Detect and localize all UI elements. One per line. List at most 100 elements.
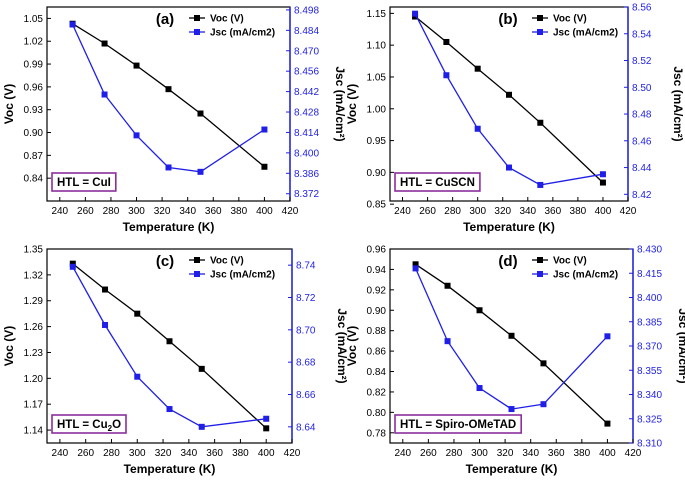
y-right-tick-label: 8.456 (294, 67, 319, 78)
data-point (474, 65, 481, 72)
x-tick-label: 300 (129, 448, 146, 459)
x-tick-label: 280 (103, 206, 120, 217)
y-right-tick-label: 8.442 (294, 87, 319, 98)
htl-label: HTL = CuI (57, 177, 111, 189)
y-left-tick-label: 0.87 (24, 151, 44, 162)
x-tick-label: 260 (420, 448, 437, 459)
y-left-tick-label: 0.95 (367, 136, 387, 147)
panel-label: (a) (156, 11, 174, 28)
data-point (476, 307, 483, 314)
series-line (415, 263, 608, 425)
legend-label: Voc (V) (553, 256, 587, 267)
legend-label: Voc (V) (210, 14, 244, 25)
y-right-tick-label: 8.340 (637, 390, 662, 401)
data-point (102, 286, 109, 293)
data-point (166, 406, 173, 413)
x-tick-label: 360 (206, 448, 223, 459)
y-right-tick-label: 8.52 (632, 56, 652, 67)
y-left-tick-label: 1.32 (24, 270, 44, 281)
y-right-tick-label: 8.385 (637, 317, 662, 328)
htl-box (394, 414, 522, 434)
y-right-tick-label: 8.484 (294, 26, 319, 37)
legend-label: Voc (V) (210, 256, 244, 267)
x-tick-label: 280 (446, 448, 463, 459)
x-axis-title: Temperature (K) (123, 220, 215, 234)
x-axis-title: Temperature (K) (463, 220, 555, 234)
legend-swatch-marker (537, 257, 543, 263)
legend-label: Voc (V) (553, 14, 587, 25)
x-tick-label: 400 (595, 206, 612, 217)
data-point (604, 420, 611, 427)
y-left-tick-label: 0.80 (367, 408, 387, 419)
y-left-tick-label: 1.26 (24, 322, 44, 333)
y-right-tick-label: 8.46 (632, 136, 652, 147)
data-point (263, 415, 270, 422)
y-right-tick-label: 8.470 (294, 46, 319, 57)
data-point (476, 385, 483, 392)
data-point (261, 163, 268, 170)
data-point (599, 171, 606, 178)
chart-panel: 240 260 280 300 320 340 360 380 400 420 0.84 0.87 0.… (2, 5, 347, 234)
data-point (165, 164, 172, 171)
x-tick-label: 320 (494, 206, 511, 217)
y-left-tick-label: 0.94 (367, 265, 387, 276)
data-point (506, 91, 512, 98)
htl-label-material: Spiro-OMeTAD (435, 419, 516, 431)
x-tick-label: 340 (180, 448, 197, 459)
htl-label-material: CuI (92, 177, 111, 189)
x-tick-label: 360 (205, 206, 222, 217)
series-line (415, 268, 608, 410)
x-tick-label: 240 (52, 448, 69, 459)
legend-swatch-marker (194, 271, 200, 277)
y-right-axis-title: Jsc (mA/cm²) (676, 308, 685, 383)
data-point (261, 126, 268, 133)
x-tick-label: 340 (179, 206, 196, 217)
y-left-tick-label: 0.84 (24, 174, 44, 185)
data-point (263, 425, 270, 432)
y-left-axis-title: Voc (V) (345, 84, 359, 124)
data-point (69, 263, 76, 270)
panel-label: (c) (156, 253, 174, 270)
y-left-tick-label: 0.90 (367, 168, 387, 179)
x-tick-label: 260 (77, 206, 94, 217)
data-point (412, 10, 419, 17)
legend-swatch-marker (537, 29, 543, 35)
x-tick-label: 280 (444, 206, 461, 217)
y-right-tick-label: 8.68 (296, 358, 316, 369)
y-left-axis-title: Voc (V) (2, 84, 16, 124)
data-point (412, 265, 419, 272)
y-left-tick-label: 1.05 (367, 72, 387, 83)
data-point (165, 86, 172, 93)
htl-label-tail: O (112, 419, 121, 431)
y-left-tick-label: 0.96 (367, 245, 387, 256)
x-tick-label: 300 (471, 448, 488, 459)
y-right-tick-label: 8.370 (637, 342, 662, 353)
y-left-tick-label: 0.90 (24, 128, 44, 139)
y-left-tick-label: 1.15 (367, 9, 387, 20)
x-tick-label: 280 (103, 448, 120, 459)
data-point (198, 423, 205, 430)
y-right-tick-label: 8.72 (296, 293, 316, 304)
y-right-tick-label: 8.64 (296, 422, 316, 433)
y-left-tick-label: 0.90 (367, 306, 387, 317)
legend-swatch-marker (194, 29, 200, 35)
data-point (508, 332, 515, 339)
y-right-tick-label: 8.48 (632, 110, 652, 121)
y-right-axis-title: Jsc (mA/cm²) (335, 308, 349, 383)
y-left-tick-label: 0.92 (367, 285, 387, 296)
htl-label-prefix: HTL = (400, 177, 435, 189)
legend-label: Jsc (mA/cm2) (553, 270, 618, 281)
data-point (537, 181, 544, 188)
series-line (414, 15, 604, 184)
y-left-tick-label: 0.86 (367, 347, 387, 358)
data-point (69, 21, 76, 28)
htl-label-prefix: HTL = (400, 419, 435, 431)
legend-swatch-marker (194, 257, 200, 263)
y-left-tick-label: 1.17 (24, 400, 44, 411)
htl-label: HTL = CuSCN (400, 177, 475, 189)
y-right-tick-label: 8.42 (632, 190, 652, 201)
data-point (133, 132, 140, 139)
y-left-tick-label: 0.88 (367, 326, 387, 337)
data-point (444, 282, 451, 289)
